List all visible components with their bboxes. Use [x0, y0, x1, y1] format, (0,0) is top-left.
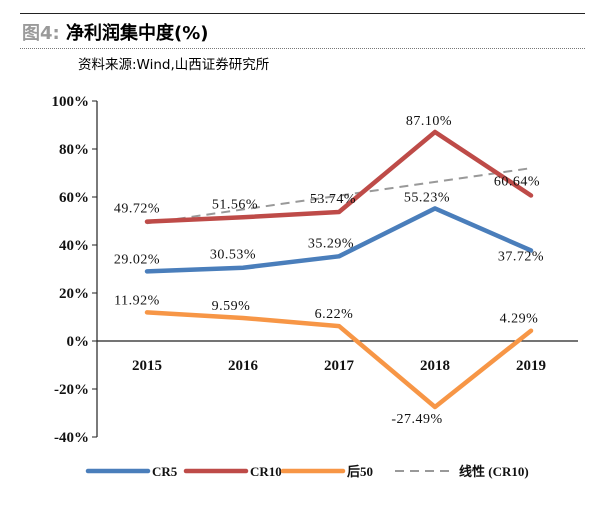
y-tick-label: -20%	[54, 382, 89, 398]
top-rule	[20, 13, 585, 14]
data-label-cr5: 30.53%	[210, 248, 256, 263]
figure-header: 图4: 净利润集中度(%)	[22, 19, 209, 45]
x-tick-label: 2016	[228, 358, 259, 374]
series-line-cr10	[144, 129, 534, 224]
chart-source: 资料来源:Wind,山西证券研究所	[78, 57, 270, 73]
legend-label-cr10: CR10	[250, 464, 282, 479]
data-label-cr5: 37.72%	[498, 249, 544, 264]
data-label-cr10: 87.10%	[406, 114, 452, 129]
series-line-后50	[144, 310, 534, 410]
y-tick-label: 80%	[59, 142, 89, 158]
y-tick-label: 0%	[67, 334, 90, 350]
data-label-cr10: 49.72%	[114, 202, 160, 217]
x-tick-label: 2019	[516, 358, 546, 374]
chart-title: 净利润集中度(%)	[66, 23, 209, 44]
data-label-后50: -27.49%	[391, 412, 442, 427]
y-tick-label: -40%	[54, 430, 89, 446]
data-label-后50: 9.59%	[212, 299, 251, 314]
legend-label-cr5: CR5	[152, 464, 178, 479]
data-label-后50: 11.92%	[114, 293, 160, 308]
y-tick-label: 20%	[59, 286, 89, 302]
y-tick-label: 100%	[52, 94, 90, 110]
trendline-cr10	[146, 167, 532, 225]
data-label-cr10: 51.56%	[212, 197, 258, 212]
data-label-cr10: 53.74%	[310, 192, 356, 207]
data-label-cr5: 35.29%	[308, 236, 354, 251]
data-label-cr5: 55.23%	[404, 190, 450, 205]
x-tick-label: 2017	[324, 358, 355, 374]
legend-label-后50: 后50	[347, 464, 373, 479]
x-tick-label: 2018	[420, 358, 450, 374]
series-line-cr5	[144, 206, 534, 274]
y-tick-label: 40%	[59, 238, 89, 254]
legend-label-线性-cr10: 线性 (CR10)	[459, 464, 529, 479]
data-label-cr5: 29.02%	[114, 252, 160, 267]
data-label-后50: 6.22%	[315, 307, 354, 322]
data-label-cr10: 60.64%	[494, 174, 540, 189]
figure-label: 图4:	[22, 23, 60, 44]
dotted-rule	[20, 48, 585, 49]
data-label-后50: 4.29%	[500, 312, 539, 327]
x-tick-label: 2015	[132, 358, 162, 374]
y-tick-label: 60%	[59, 190, 89, 206]
